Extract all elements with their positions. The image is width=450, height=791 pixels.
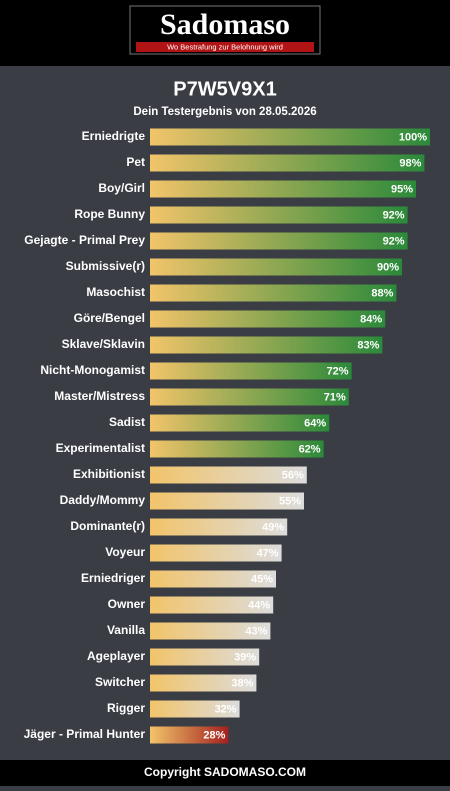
category-label: Daddy/Mommy (60, 493, 146, 507)
value-label: 98% (399, 157, 421, 169)
value-label: 55% (279, 495, 301, 507)
bar (150, 596, 274, 614)
value-label: 39% (234, 651, 256, 663)
category-label: Pet (126, 155, 145, 169)
category-label: Submissive(r) (66, 259, 145, 273)
bar (150, 154, 425, 172)
value-label: 95% (391, 183, 413, 195)
bar (150, 492, 304, 510)
category-label: Switcher (95, 675, 145, 689)
bar (150, 414, 330, 432)
chart-subtitle: Dein Testergebnis von 28.05.2026 (133, 106, 316, 118)
value-label: 45% (251, 573, 273, 585)
bar (150, 336, 383, 354)
value-label: 43% (245, 625, 267, 637)
category-label: Rigger (107, 701, 145, 715)
value-label: 56% (282, 469, 304, 481)
bar (150, 674, 257, 692)
category-label: Gejagte - Primal Prey (24, 233, 145, 247)
value-label: 38% (231, 677, 253, 689)
logo[interactable]: Sadomaso (160, 8, 290, 41)
footer[interactable]: Copyright SADOMASO.COM (144, 765, 306, 779)
category-label: Experimentalist (56, 441, 145, 455)
bar (150, 284, 397, 302)
bar (150, 648, 260, 666)
bar (150, 570, 276, 588)
category-label: Jäger - Primal Hunter (24, 727, 146, 741)
category-label: Erniedriger (81, 571, 145, 585)
value-label: 49% (262, 521, 284, 533)
value-label: 92% (383, 235, 405, 247)
value-label: 64% (304, 417, 326, 429)
bar (150, 362, 352, 380)
category-label: Masochist (86, 285, 145, 299)
category-label: Exhibitionist (73, 467, 145, 481)
value-label: 72% (327, 365, 349, 377)
value-label: 44% (248, 599, 270, 611)
value-label: 62% (299, 443, 321, 455)
value-label: 90% (377, 261, 399, 273)
bar (150, 258, 402, 276)
category-label: Erniedrigte (82, 129, 146, 143)
bar (150, 544, 282, 562)
category-label: Sadist (109, 415, 145, 429)
value-label: 84% (360, 313, 382, 325)
bar (150, 726, 229, 744)
bar (150, 310, 386, 328)
value-label: 92% (383, 209, 405, 221)
value-label: 83% (357, 339, 379, 351)
bar (150, 622, 271, 640)
category-label: Owner (108, 597, 146, 611)
tagline: Wo Bestrafung zur Belohnung wird (167, 42, 283, 51)
category-label: Vanilla (107, 623, 145, 637)
value-label: 32% (215, 703, 237, 715)
value-label: 47% (257, 547, 279, 559)
category-label: Sklave/Sklavin (62, 337, 145, 351)
value-label: 28% (203, 729, 225, 741)
category-label: Göre/Bengel (74, 311, 145, 325)
value-label: 88% (371, 287, 393, 299)
chart-title: P7W5V9X1 (173, 78, 276, 100)
bar (150, 388, 349, 406)
tagline-bg (136, 42, 314, 52)
category-label: Voyeur (105, 545, 145, 559)
bar (150, 466, 307, 484)
bar (150, 206, 408, 224)
bar (150, 128, 430, 146)
category-label: Rope Bunny (74, 207, 145, 221)
bar (150, 180, 416, 198)
category-label: Master/Mistress (54, 389, 145, 403)
bar (150, 440, 324, 458)
category-label: Dominante(r) (70, 519, 145, 533)
bar (150, 232, 408, 250)
bar (150, 700, 240, 718)
bar (150, 518, 288, 536)
bars: Erniedrigte 100% Pet 98% Boy/Girl 95% Rope Bun… (24, 128, 430, 744)
value-label: 71% (324, 391, 346, 403)
category-label: Nicht-Monogamist (40, 363, 145, 377)
category-label: Boy/Girl (98, 181, 145, 195)
category-label: Ageplayer (87, 649, 145, 663)
footer-bar (0, 760, 450, 786)
value-label: 100% (399, 131, 427, 143)
